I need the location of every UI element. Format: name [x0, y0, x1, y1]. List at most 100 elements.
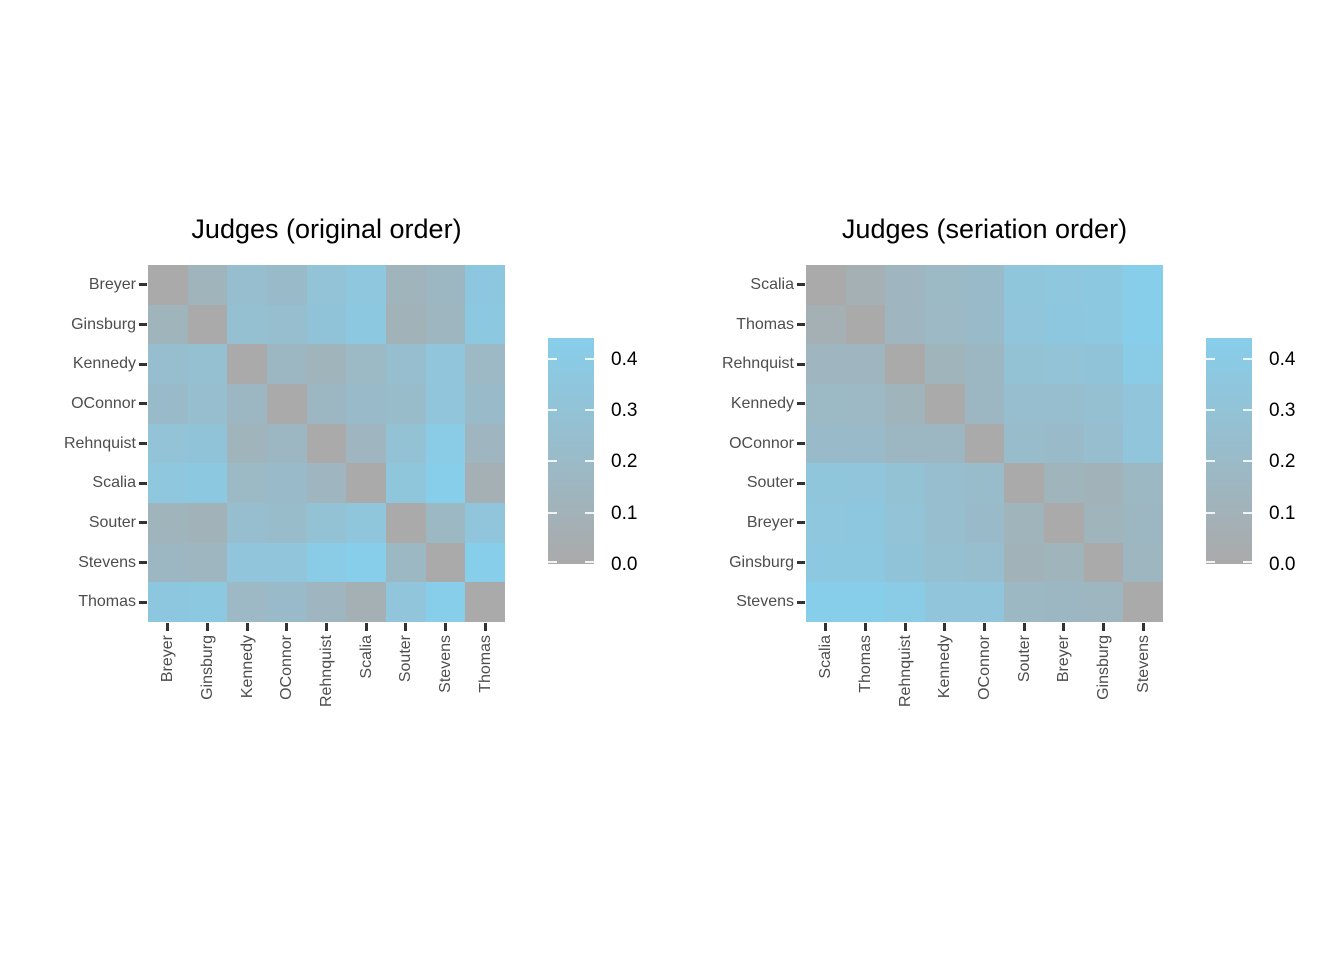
row-label: Scalia: [750, 275, 794, 293]
legend-tick-mark: [1206, 460, 1215, 463]
heatmap-cell: [1004, 463, 1044, 503]
heatmap-cell: [187, 542, 228, 583]
heatmap-cell: [346, 384, 386, 424]
row-axis-tick: [139, 561, 147, 564]
heatmap-cell: [1123, 503, 1163, 543]
heatmap-cell: [148, 582, 188, 622]
heatmap-cell: [806, 542, 846, 583]
heatmap-cell: [386, 582, 426, 622]
col-axis-tick: [903, 623, 907, 631]
heatmap-cell: [187, 423, 228, 464]
row-axis-tick: [139, 283, 147, 287]
heatmap-cell: [346, 582, 386, 622]
heatmap-cell: [964, 384, 1005, 424]
heatmap-cell: [964, 463, 1005, 503]
col-label: OConnor: [976, 635, 993, 700]
heatmap-cell: [267, 384, 307, 424]
heatmap-cell: [1004, 542, 1044, 583]
legend-tick-mark: [585, 408, 594, 411]
row-label: OConnor: [71, 394, 136, 412]
legend-tick-mark: [1243, 460, 1252, 463]
col-label: Ginsburg: [1095, 635, 1112, 700]
legend-tick-label: 0.4: [611, 348, 638, 370]
heatmap-cell: [845, 384, 886, 424]
heatmap-cell: [964, 582, 1005, 622]
heatmap-cell: [1044, 423, 1084, 464]
legend-tick-mark: [1206, 561, 1215, 563]
row-axis-tick: [797, 521, 805, 525]
heatmap-cell: [386, 542, 426, 583]
heatmap-cell: [425, 344, 466, 384]
heatmap-cell: [1123, 582, 1163, 622]
heatmap-cell: [386, 463, 426, 503]
heatmap-cell: [148, 304, 188, 345]
heatmap-cell: [148, 503, 188, 543]
legend-tick-mark: [548, 357, 557, 360]
heatmap-cell: [346, 423, 386, 464]
legend-tick-mark: [1206, 511, 1215, 514]
col-axis-tick: [206, 623, 209, 631]
heatmap-cell: [1044, 344, 1084, 384]
heatmap-cell: [346, 304, 386, 345]
heatmap-cell: [1044, 542, 1084, 583]
heatmap-cell: [1123, 463, 1163, 503]
col-axis-tick: [864, 623, 867, 631]
heatmap-cell: [1123, 304, 1163, 345]
row-axis-tick: [797, 600, 805, 604]
legend-tick-label: 0.2: [1269, 451, 1296, 473]
heatmap-cell: [925, 463, 965, 503]
heatmap-cell: [187, 384, 228, 424]
legend-tick-mark: [1206, 357, 1215, 360]
heatmap-cell: [1083, 265, 1124, 305]
col-axis-tick: [325, 623, 328, 631]
col-axis-tick: [166, 623, 170, 631]
col-label: Breyer: [1055, 635, 1073, 683]
heatmap-cell: [1044, 582, 1084, 622]
heatmap-cell: [1123, 542, 1163, 583]
heatmap-grid-original: [148, 265, 505, 622]
col-label: Rehnquist: [896, 635, 914, 708]
heatmap-cell: [845, 265, 886, 305]
heatmap-cell: [187, 344, 228, 384]
heatmap-cell: [227, 542, 267, 583]
heatmap-cell: [885, 423, 925, 464]
heatmap-cell: [1083, 344, 1124, 384]
heatmap-cell: [267, 463, 307, 503]
heatmap-cell: [1044, 503, 1084, 543]
heatmap-cell: [267, 304, 307, 345]
col-axis-tick: [285, 623, 289, 631]
row-label: OConnor: [729, 434, 794, 452]
row-label: Scalia: [92, 474, 136, 492]
legend-tick-label: 0.4: [1269, 348, 1296, 370]
heatmap-cell: [386, 423, 426, 464]
heatmap-cell: [386, 344, 426, 384]
heatmap-cell: [306, 542, 347, 583]
heatmap-cell: [885, 344, 925, 384]
legend-tick-label: 0.1: [1269, 502, 1296, 524]
heatmap-cell: [465, 423, 505, 464]
row-label: Ginsburg: [729, 553, 794, 571]
heatmap-cell: [227, 265, 267, 305]
heatmap-cell: [465, 542, 505, 583]
heatmap-cell: [806, 304, 846, 345]
heatmap-cell: [465, 265, 505, 305]
heatmap-cell: [267, 344, 307, 384]
heatmap-cell: [148, 265, 188, 305]
heatmap-cell: [346, 542, 386, 583]
heatmap-cell: [425, 423, 466, 464]
row-axis-tick: [139, 521, 147, 525]
heatmap-cell: [1083, 503, 1124, 543]
heatmap-cell: [806, 423, 846, 464]
heatmap-cell: [346, 344, 386, 384]
row-axis-tick: [139, 481, 147, 485]
heatmap-cell: [885, 384, 925, 424]
legend-tick-mark: [548, 511, 557, 514]
heatmap-cell: [1004, 503, 1044, 543]
heatmap-cell: [148, 384, 188, 424]
row-axis-tick: [797, 283, 805, 287]
heatmap-cell: [425, 384, 466, 424]
heatmap-cell: [465, 384, 505, 424]
row-label: Kennedy: [72, 355, 136, 373]
heatmap-cell: [306, 344, 347, 384]
